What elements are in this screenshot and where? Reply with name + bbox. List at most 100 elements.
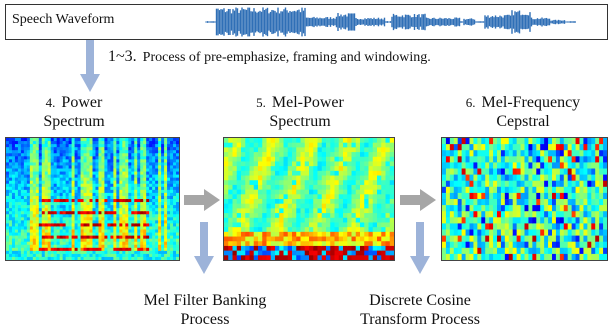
spectrogram-cell [26, 195, 31, 200]
spectrogram-cell [71, 214, 76, 218]
spectrogram-cell [92, 241, 97, 246]
spectrogram-cell [167, 141, 171, 145]
spectrogram-cell [579, 192, 585, 200]
spectrogram-cell [119, 199, 123, 203]
spectrogram-cell [497, 205, 502, 212]
spectrogram-cell [74, 241, 79, 246]
spectrogram-cell [381, 203, 387, 209]
spectrogram-cell [258, 227, 263, 233]
spectrogram-cell [309, 175, 314, 181]
spectrogram-cell [449, 156, 455, 163]
spectrogram-cell [512, 223, 518, 231]
spectrogram-cell [56, 205, 61, 209]
spectrogram-cell [59, 174, 64, 179]
spectrogram-cell [275, 147, 280, 153]
spectrogram-cell [245, 208, 251, 214]
spectrogram-cell [53, 253, 58, 258]
spectrogram-cell [125, 250, 129, 255]
spectrogram-cell [107, 156, 111, 160]
spectrogram-cell [266, 241, 272, 247]
spectrogram-cell [56, 247, 61, 252]
spectrogram-cell [555, 186, 561, 194]
spectrogram-cell [155, 235, 159, 240]
spectrogram-cell [389, 222, 394, 228]
spectrogram-cell [442, 186, 447, 194]
spectrogram-cell [167, 195, 171, 200]
spectrogram-cell [304, 170, 310, 177]
spectrogram-cell [508, 186, 514, 194]
spectrogram-cell [65, 183, 70, 188]
spectrogram-cell [167, 232, 171, 237]
spectrogram-cell [372, 245, 378, 252]
spectrogram-cell [520, 253, 526, 260]
spectrogram-cell [512, 180, 518, 188]
spectrogram-cell [228, 161, 234, 167]
spectrogram-cell [334, 208, 340, 214]
spectrogram-cell [300, 180, 306, 186]
spectrogram-cell [71, 177, 76, 182]
spectrogram-cell [381, 184, 387, 191]
spectrogram-cell [95, 229, 100, 234]
spectrogram-cell [485, 192, 490, 200]
spectrogram-cell [104, 150, 109, 154]
spectrogram-cell [313, 245, 319, 252]
spectrogram-cell [489, 241, 494, 249]
spectrogram-cell [68, 256, 73, 260]
spectrogram-cell [241, 203, 246, 209]
spectrogram-cell [101, 229, 106, 234]
spectrogram-cell [270, 166, 276, 172]
spectrogram-cell [128, 241, 132, 246]
spectrogram-cell [137, 247, 141, 252]
spectrogram-cell [465, 150, 471, 157]
spectrogram-cell [20, 147, 25, 151]
spectrogram-cell [38, 174, 43, 179]
spectrogram-cell [38, 256, 43, 260]
spectrogram-cell [258, 255, 263, 260]
spectrogram-cell [74, 168, 79, 173]
spectrogram-cell [493, 144, 498, 151]
spectrogram-cell [372, 236, 378, 242]
spectrogram-cell [567, 150, 573, 157]
spectrogram-cell [347, 217, 353, 224]
spectrogram-cell [338, 208, 344, 214]
spectrogram-cell [59, 199, 64, 203]
spectrogram-cell [62, 147, 67, 151]
spectrogram-cell [134, 144, 138, 148]
spectrogram-cell [536, 235, 541, 243]
spectrogram-cell [29, 211, 34, 215]
spectrogram-cell [321, 156, 327, 163]
spectrogram-cell [59, 217, 64, 221]
spectrogram-cell [23, 183, 28, 188]
spectrogram-cell [465, 138, 471, 145]
spectrogram-cell [449, 180, 455, 188]
spectrogram-cell [296, 166, 302, 172]
spectrogram-cell [98, 150, 103, 154]
spectrogram-cell [86, 168, 91, 173]
spectrogram-cell [116, 165, 120, 170]
spectrogram-cell [80, 214, 85, 218]
spectrogram-cell [101, 156, 106, 160]
spectrogram-cell [170, 244, 174, 249]
spectrogram-cell [445, 144, 451, 151]
spectrogram-cell [343, 241, 348, 247]
spectrogram-cell [44, 247, 49, 252]
spectrogram-cell [173, 226, 177, 231]
spectrogram-cell [338, 161, 344, 167]
spectrogram-cell [50, 195, 55, 200]
spectrogram-cell [334, 213, 340, 219]
spectrogram-cell [347, 142, 353, 148]
spectrogram-cell [149, 183, 153, 188]
spectrogram-cell [360, 166, 365, 172]
spectrogram-cell [152, 214, 156, 218]
spectrogram-cell [83, 183, 88, 188]
spectrogram-cell [143, 168, 147, 173]
spectrogram-cell [128, 235, 132, 240]
spectrogram-cell [116, 202, 120, 206]
spectrogram-cell [26, 208, 31, 212]
spectrogram-cell [236, 184, 242, 191]
spectrogram-cell [228, 213, 234, 219]
spectrogram-cell [158, 199, 162, 203]
spectrogram-cell [59, 220, 64, 224]
spectrogram-cell [512, 241, 518, 249]
spectrogram-cell [59, 180, 64, 185]
